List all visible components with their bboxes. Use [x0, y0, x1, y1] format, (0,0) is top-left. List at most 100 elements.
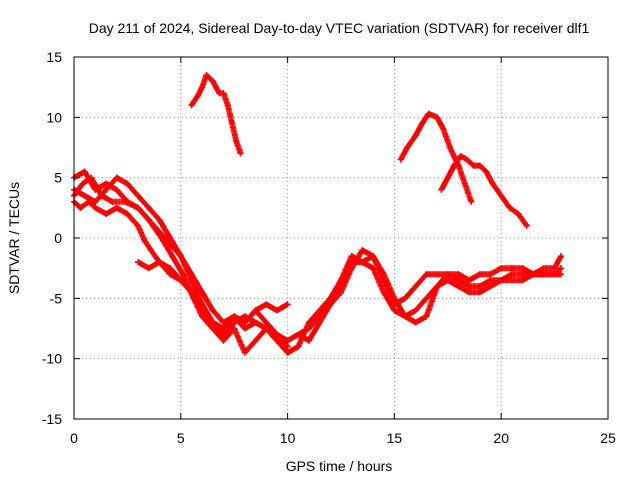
data-point [455, 283, 462, 290]
data-point [220, 337, 227, 344]
data-point [316, 319, 323, 326]
y-tick-label: 5 [54, 170, 62, 186]
data-point [519, 265, 526, 272]
x-tick-label: 15 [387, 430, 403, 446]
y-tick-label: -5 [50, 290, 63, 306]
data-point [370, 265, 377, 272]
series-markers [438, 152, 530, 229]
series-arc-8 [305, 247, 565, 344]
data-point [423, 271, 430, 278]
data-point [402, 295, 409, 302]
data-point [404, 144, 411, 151]
data-point [147, 247, 154, 254]
data-point [92, 204, 99, 211]
y-axis-label: SDTVAR / TECUs [6, 182, 22, 294]
data-point [380, 271, 387, 278]
data-point [305, 325, 312, 332]
axis-tick-labels: 0 5 10 15 20 25 -15 -10 -5 0 5 10 15 [42, 49, 616, 446]
data-point [145, 216, 152, 223]
data-point [209, 307, 216, 314]
data-point [380, 289, 387, 296]
data-point [124, 180, 131, 187]
data-point [438, 186, 445, 193]
data-point [551, 271, 558, 278]
data-point [466, 283, 473, 290]
data-point [489, 180, 496, 187]
data-point [464, 156, 471, 163]
data-point [412, 283, 419, 290]
data-point [498, 265, 505, 272]
data-point [508, 277, 515, 284]
data-point [530, 271, 537, 278]
data-point [135, 222, 142, 229]
data-point [103, 210, 110, 217]
data-point [444, 174, 451, 181]
data-point [135, 192, 142, 199]
data-point [551, 265, 558, 272]
x-tick-label: 20 [493, 430, 509, 446]
data-point [109, 198, 116, 205]
data-point [466, 289, 473, 296]
data-point [135, 204, 142, 211]
data-point [457, 152, 464, 159]
data-point [124, 210, 131, 217]
data-point [85, 198, 92, 205]
data-point [412, 307, 419, 314]
series-arc-11 [438, 152, 530, 229]
data-point [113, 174, 120, 181]
data-point [188, 289, 195, 296]
y-tick-label: -10 [42, 351, 62, 367]
data-point [113, 204, 120, 211]
data-point [348, 253, 355, 260]
data-point [135, 259, 142, 266]
data-point [476, 283, 483, 290]
data-point [113, 186, 120, 193]
data-point [209, 325, 216, 332]
data-point [103, 180, 110, 187]
data-point [177, 277, 184, 284]
data-point [263, 319, 270, 326]
data-point [412, 132, 419, 139]
data-point [229, 120, 236, 127]
data-point [461, 180, 468, 187]
data-point [487, 283, 494, 290]
data-point [199, 307, 206, 314]
data-point [194, 92, 201, 99]
data-point [188, 102, 195, 109]
data-point [156, 228, 163, 235]
data-point [252, 337, 259, 344]
data-point [203, 72, 210, 79]
data-point [295, 343, 302, 350]
data-point [455, 271, 462, 278]
data-point [141, 237, 148, 244]
data-point [423, 295, 430, 302]
data-point [167, 271, 174, 278]
data-point [508, 271, 515, 278]
data-point [523, 222, 530, 229]
y-tick-label: 15 [46, 49, 62, 65]
grid-lines [74, 57, 608, 419]
data-point [391, 295, 398, 302]
x-tick-label: 5 [177, 430, 185, 446]
series-arc-10 [397, 110, 475, 205]
chart-title: Day 211 of 2024, Sidereal Day-to-day VTE… [89, 20, 590, 36]
data-point [237, 150, 244, 157]
data-point [391, 307, 398, 314]
data-point [440, 126, 447, 133]
y-tick-label: -15 [42, 411, 62, 427]
data-point [338, 289, 344, 296]
x-axis-label: GPS time / hours [286, 458, 393, 474]
data-point [476, 271, 483, 278]
data-point [327, 301, 334, 308]
data-point [81, 168, 88, 175]
data-point [519, 277, 526, 284]
data-point [263, 301, 270, 308]
data-point [444, 271, 451, 278]
series-markers [306, 247, 564, 344]
data-point [476, 289, 483, 296]
series-markers [188, 72, 244, 157]
data-point [92, 198, 99, 205]
series-arc-5 [135, 259, 312, 344]
data-point [466, 277, 473, 284]
